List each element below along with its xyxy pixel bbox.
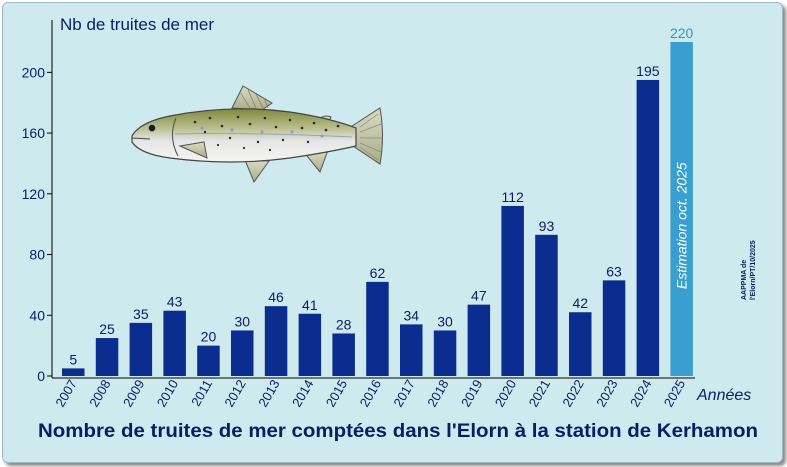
bar-value-label: 46 [268, 289, 284, 305]
bar-value-label: 195 [636, 63, 660, 79]
bar-2008 [95, 338, 119, 376]
x-tick-label: 2023 [593, 377, 620, 410]
bar-2023 [602, 280, 626, 376]
axes [51, 20, 695, 379]
bar-2009 [129, 322, 153, 376]
bar-2015 [332, 333, 355, 376]
estimate-annotation: Estimation oct. 2025 [674, 162, 690, 289]
bar-2021 [535, 234, 558, 376]
bar-value-label: 25 [99, 321, 115, 337]
bar-2017 [400, 324, 423, 376]
bar-value-label: 41 [302, 297, 318, 313]
x-tick-label: 2012 [221, 377, 248, 410]
credit-note: AAPPMA de l'Elorn/PT/10/2025 [741, 240, 757, 300]
x-tick-label: 2009 [120, 377, 147, 410]
y-tick-label: 80 [29, 247, 45, 263]
x-tick-labels: 2007 2008 2009 2010 2011 2012 2013 2014 2015 2016… [52, 377, 688, 410]
bar-value-label: 93 [539, 218, 555, 234]
bar-value-label: 34 [403, 307, 419, 323]
x-tick-label: 2022 [559, 377, 586, 410]
bar-2018 [433, 330, 457, 376]
x-axis-title: Années [696, 387, 751, 404]
bar-2019 [467, 304, 491, 376]
x-tick-label: 2015 [323, 377, 350, 410]
x-tick-label: 2018 [424, 377, 451, 410]
bar-value-label: 28 [336, 316, 352, 332]
bar-value-label: 42 [572, 295, 588, 311]
bar-2007 [62, 368, 85, 376]
y-tick-label: 160 [22, 125, 46, 141]
x-tick-label: 2017 [390, 377, 417, 410]
bar-value-label: 5 [69, 351, 77, 367]
bar-value-label: 35 [133, 306, 149, 322]
bar-value-label: 30 [437, 313, 453, 329]
bar-2020 [501, 205, 524, 376]
bar-value-label: 20 [201, 329, 217, 345]
bar-2012 [231, 330, 254, 376]
x-tick-label: 2024 [627, 377, 654, 410]
y-tick-label: 40 [29, 307, 45, 323]
bar-estimate-2025 [670, 42, 693, 376]
x-tick-label: 2021 [526, 377, 553, 410]
x-tick-label: 2008 [86, 377, 113, 410]
bars [62, 42, 693, 377]
x-tick-label: 2019 [458, 377, 485, 410]
bar-value-labels: 5 25 35 43 20 30 46 41 28 62 34 30 47 112 93 42 63 195 220… [69, 25, 693, 367]
x-tick-label: 2025 [661, 377, 688, 410]
bar-value-label: 112 [501, 189, 524, 205]
credit-line-2: l'Elorn/PT/10/2025 [750, 240, 757, 300]
bar-value-label: 47 [471, 288, 487, 304]
y-ticks: 0 40 80 120 160 200 [22, 64, 52, 384]
x-tick-label: 2010 [154, 377, 181, 410]
y-tick-label: 0 [37, 368, 45, 384]
x-tick-label: 2016 [357, 377, 384, 410]
y-tick-label: 120 [22, 186, 46, 202]
bar-2016 [366, 281, 389, 376]
y-tick-label: 200 [22, 64, 46, 80]
bar-2022 [569, 312, 592, 376]
x-tick-label: 2014 [289, 377, 316, 410]
bar-value-label: 30 [234, 313, 250, 329]
bar-value-label: 220 [670, 25, 694, 41]
chart-title: Nombre de truites de mer comptées dans l… [38, 421, 758, 442]
x-tick-label: 2011 [188, 377, 215, 409]
bar-2013 [264, 306, 288, 376]
sea-trout-illustration [131, 85, 383, 184]
bar-value-label: 63 [606, 263, 622, 279]
bar-2010 [163, 310, 186, 376]
x-tick-label: 2007 [52, 377, 79, 410]
credit-line-1: AAPPMA de [741, 260, 748, 300]
bar-2011 [197, 345, 220, 376]
x-tick-label: 2020 [492, 377, 519, 410]
x-tick-label: 2013 [255, 377, 282, 410]
y-axis-title: Nb de truites de mer [60, 15, 214, 34]
bar-value-label: 43 [167, 294, 183, 310]
bar-value-label: 62 [370, 265, 386, 281]
bar-2014 [298, 313, 322, 376]
bar-2024 [636, 79, 660, 377]
